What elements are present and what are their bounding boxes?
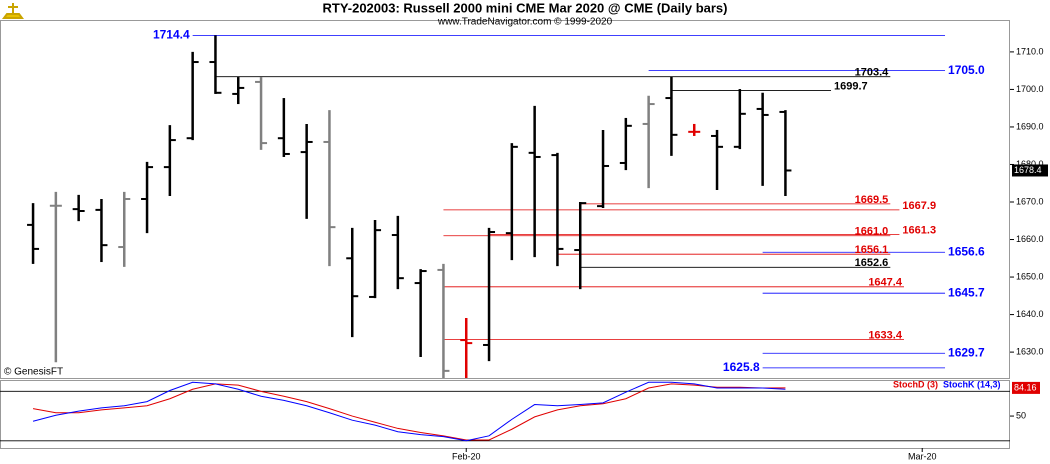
level-label: 1661.3 — [902, 225, 936, 237]
last-price-box — [1012, 164, 1048, 177]
y-tick-label: 1650.0 — [1016, 271, 1044, 281]
level-label: 1714.4 — [153, 28, 190, 42]
level-label: 1652.6 — [855, 257, 889, 269]
indicator-panel-frame — [0, 380, 1010, 449]
last-value-box — [1012, 381, 1040, 394]
level-label: 1699.7 — [834, 80, 868, 92]
price-plot — [27, 34, 946, 378]
y-tick-label: 1660.0 — [1016, 234, 1044, 244]
level-label: 1645.7 — [948, 285, 985, 299]
level-label: 1633.4 — [868, 329, 903, 341]
chart-subtitle: www.TradeNavigator.com © 1999-2020 — [437, 17, 613, 28]
x-tick-label: Mar-20 — [908, 451, 937, 461]
legend-entry: StochK (14,3) — [943, 379, 1001, 389]
last-value-label: 84.16 — [1014, 382, 1037, 392]
y-tick-label: 1710.0 — [1016, 46, 1044, 56]
level-label: 1703.4 — [855, 67, 890, 79]
price-panel-frame — [0, 20, 1010, 379]
level-label: 1647.4 — [868, 277, 903, 289]
y-tick-label: 1700.0 — [1016, 84, 1044, 94]
y-tick-label: 50 — [1016, 410, 1026, 420]
y-tick-label: 1680.0 — [1016, 159, 1044, 169]
chart-title: RTY-202003: Russell 2000 mini CME Mar 20… — [322, 0, 727, 15]
level-label: 1705.0 — [948, 63, 985, 77]
level-label: 1667.9 — [902, 200, 936, 212]
y-tick-label: 1670.0 — [1016, 196, 1044, 206]
indicator-line — [32, 381, 786, 442]
y-tick-label: 1640.0 — [1016, 309, 1044, 319]
watermark: © GenesisFT — [4, 367, 63, 378]
y-tick-label: 1690.0 — [1016, 121, 1044, 131]
x-tick-label: Feb-20 — [452, 451, 481, 461]
y-tick-label: 1630.0 — [1016, 346, 1044, 356]
legend-entry: StochD (3) — [893, 379, 938, 389]
level-label: 1629.7 — [948, 345, 985, 359]
level-label: 1625.8 — [723, 360, 760, 374]
level-label: 1656.1 — [855, 244, 889, 256]
indicator-line — [32, 383, 786, 441]
logo — [2, 3, 24, 19]
level-label: 1656.6 — [948, 244, 985, 258]
level-label: 1669.5 — [855, 194, 889, 206]
level-label: 1661.0 — [855, 226, 889, 238]
last-price-label: 1678.4 — [1014, 165, 1042, 175]
